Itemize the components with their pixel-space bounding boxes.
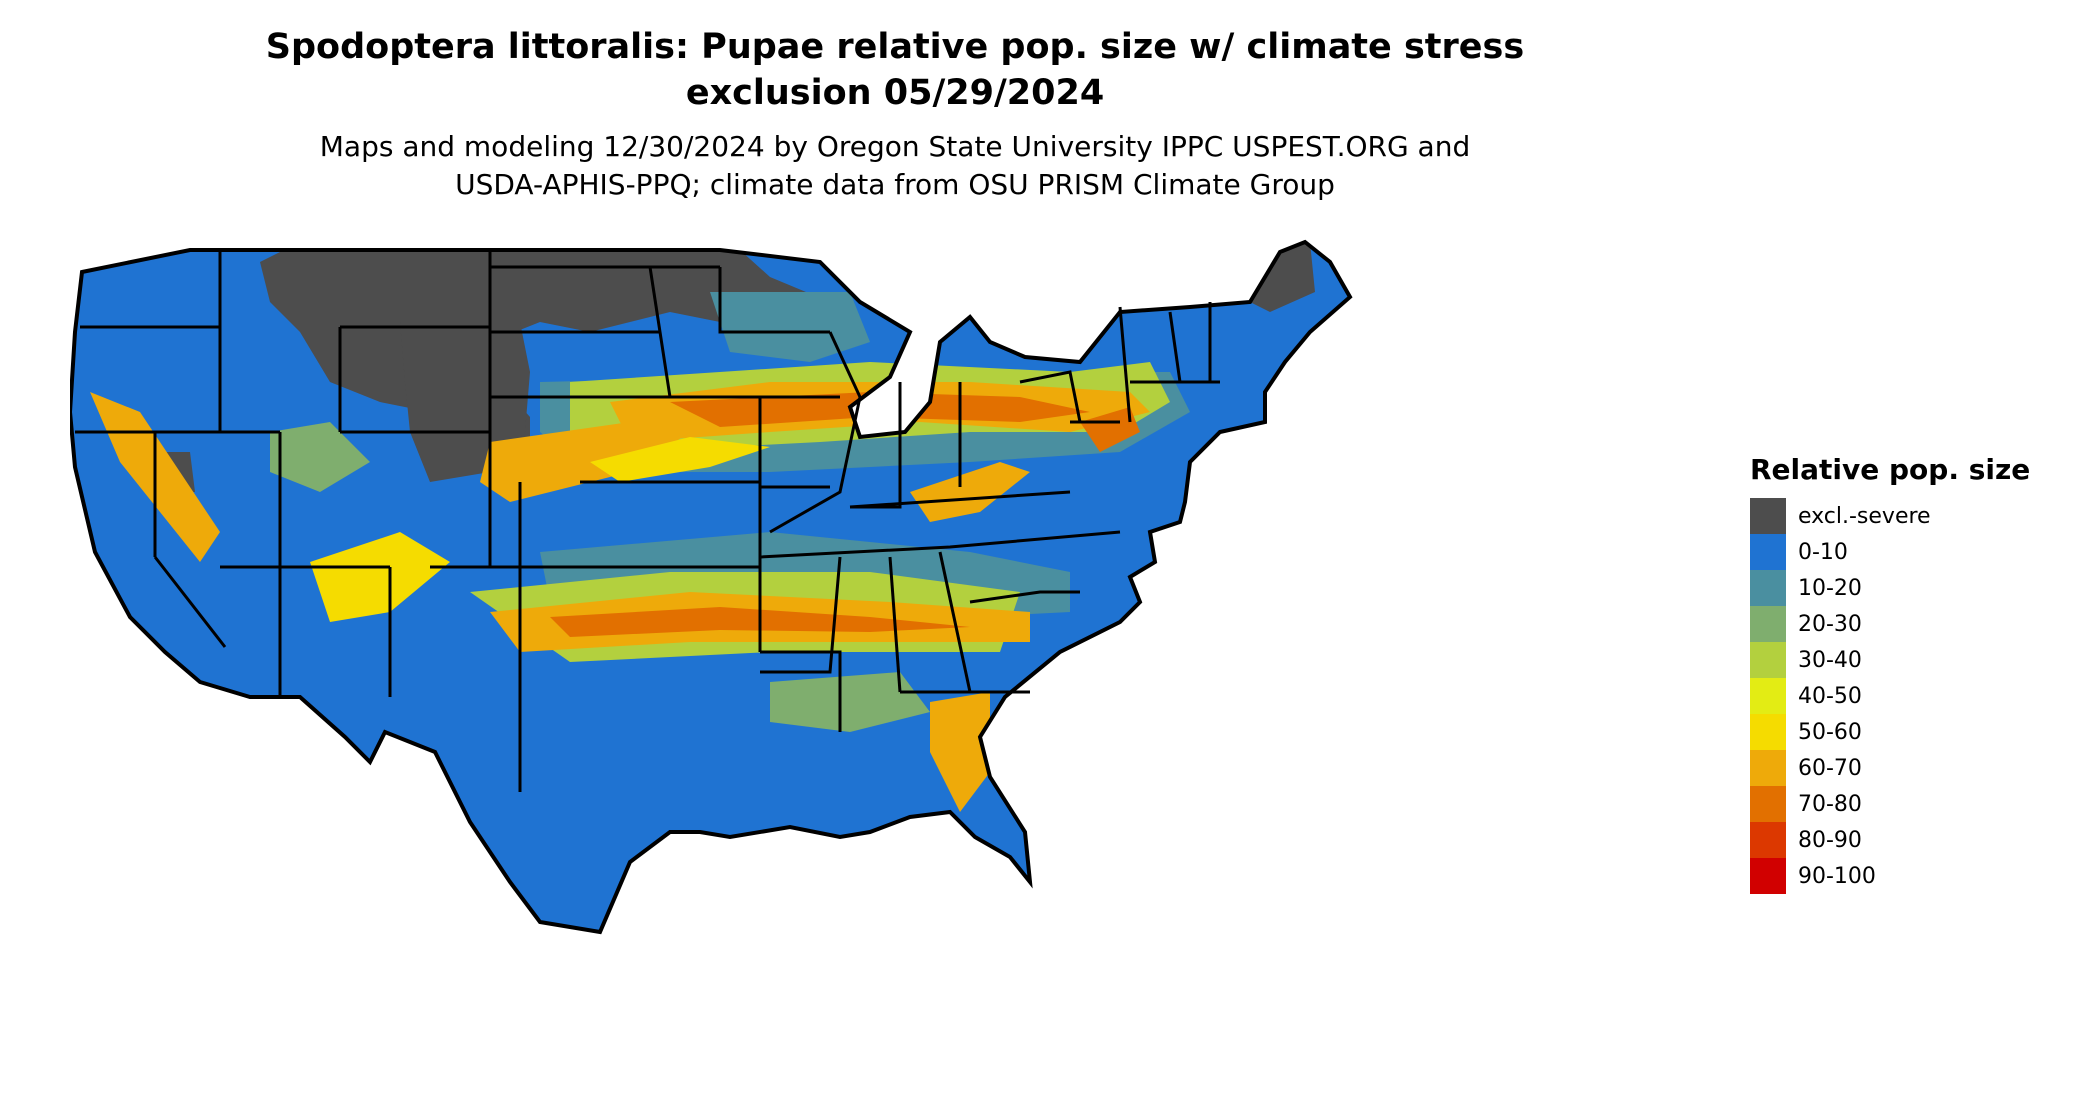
legend-swatch — [1750, 606, 1786, 642]
legend-item: 20-30 — [1750, 606, 2080, 642]
map-title: Spodoptera littoralis: Pupae relative po… — [0, 24, 1790, 116]
region-fill — [770, 672, 930, 732]
state-border — [718, 267, 830, 334]
legend-swatch — [1750, 714, 1786, 750]
legend-label: excl.-severe — [1798, 503, 1931, 529]
legend-item: 50-60 — [1750, 714, 2080, 750]
state-border — [1168, 311, 1182, 383]
state-border — [769, 331, 862, 534]
state-border — [888, 556, 902, 693]
legend-swatch — [1750, 858, 1786, 894]
legend-swatch — [1750, 642, 1786, 678]
state-border — [759, 530, 1121, 559]
region-fill — [590, 437, 770, 482]
legend-label: 10-20 — [1798, 575, 1862, 601]
state-border — [1019, 370, 1082, 423]
legend-label: 30-40 — [1798, 647, 1862, 673]
legend-swatch — [1750, 498, 1786, 534]
legend-item: 80-90 — [1750, 822, 2080, 858]
legend-title: Relative pop. size — [1750, 453, 2031, 486]
state-border — [938, 551, 972, 693]
region-fill — [930, 692, 990, 812]
us-outline — [70, 239, 1353, 935]
us-map — [70, 239, 1353, 935]
map-subtitle-line-2: USDA-APHIS-PPQ; climate data from OSU PR… — [455, 168, 1335, 201]
legend-items: excl.-severe 0-10 10-20 20-30 30-40 40-50 50-6… — [1750, 498, 2080, 894]
state-border — [760, 650, 842, 732]
map-fill-layer — [70, 242, 1350, 932]
state-border — [648, 266, 672, 398]
region-fill — [270, 422, 370, 492]
legend-label: 90-100 — [1798, 863, 1876, 889]
state-border — [760, 556, 842, 674]
legend-label: 80-90 — [1798, 827, 1862, 853]
region-fill — [1080, 407, 1140, 452]
legend-item: 10-20 — [1750, 570, 2080, 606]
region-fill — [710, 292, 870, 362]
legend-swatch — [1750, 678, 1786, 714]
map-title-line-1: Spodoptera littoralis: Pupae relative po… — [265, 27, 1525, 67]
state-border — [1118, 306, 1132, 423]
legend-swatch — [1750, 786, 1786, 822]
legend-label: 0-10 — [1798, 539, 1848, 565]
legend-label: 60-70 — [1798, 755, 1862, 781]
legend-label: 40-50 — [1798, 683, 1862, 709]
state-border — [969, 590, 1080, 604]
legend-item: 90-100 — [1750, 858, 2080, 894]
legend-label: 20-30 — [1798, 611, 1862, 637]
region-fill — [260, 242, 830, 482]
legend-item: 0-10 — [1750, 534, 2080, 570]
region-fill — [910, 462, 1030, 522]
legend-item: 40-50 — [1750, 678, 2080, 714]
legend-label: 50-60 — [1798, 719, 1862, 745]
region-fill — [310, 532, 450, 622]
legend-item: 30-40 — [1750, 642, 2080, 678]
state-border — [153, 556, 227, 648]
legend-item: 70-80 — [1750, 786, 2080, 822]
legend-swatch — [1750, 534, 1786, 570]
state-border — [849, 490, 1071, 509]
map-title-line-2: exclusion 05/29/2024 — [685, 73, 1105, 113]
state-borders — [75, 250, 1220, 792]
region-fill — [480, 422, 690, 502]
legend-item: excl.-severe — [1750, 498, 2080, 534]
legend-label: 70-80 — [1798, 791, 1862, 817]
legend: Relative pop. size excl.-severe 0-10 10-20… — [1750, 452, 2080, 894]
legend-swatch — [1750, 822, 1786, 858]
legend-swatch — [1750, 570, 1786, 606]
map-subtitle-line-1: Maps and modeling 12/30/2024 by Oregon S… — [319, 130, 1471, 163]
map-subtitle: Maps and modeling 12/30/2024 by Oregon S… — [0, 128, 1790, 204]
legend-item: 60-70 — [1750, 750, 2080, 786]
legend-swatch — [1750, 750, 1786, 786]
